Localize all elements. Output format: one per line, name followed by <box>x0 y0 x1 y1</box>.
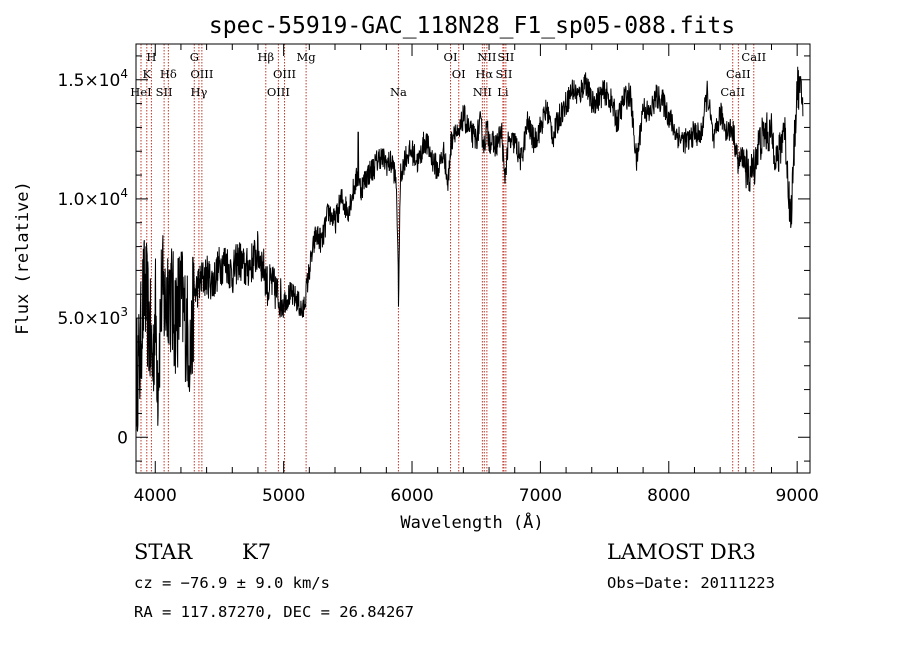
x-axis: 4000 5000 6000 7000 8000 9000 <box>134 44 819 506</box>
object-type: STAR <box>134 540 193 564</box>
y-tick-label: 1.5×104 <box>57 67 128 91</box>
spectrum-line <box>135 66 804 432</box>
obs-date-readout: Obs−Date: 20111223 <box>607 574 775 592</box>
spectrum-layer <box>135 66 804 432</box>
x-tick-label: 7000 <box>519 486 562 506</box>
line-marker-label: G <box>190 50 199 64</box>
x-tick-label: 8000 <box>647 486 690 506</box>
x-tick-label: 5000 <box>262 486 305 506</box>
coordinates-readout: RA = 117.87270, DEC = 26.84267 <box>134 603 414 621</box>
line-marker-label: OI <box>444 50 458 64</box>
y-tick-label: 5.0×103 <box>57 305 128 329</box>
line-marker-label: Hα <box>475 67 493 81</box>
line-marker-label: OIII <box>273 67 296 81</box>
spectral-subclass: K7 <box>242 540 272 564</box>
chart-title: spec-55919-GAC_118N28_F1_sp05-088.fits <box>209 13 735 39</box>
x-tick-label: 9000 <box>776 486 819 506</box>
line-marker-label: Hβ <box>257 50 274 64</box>
x-tick-label: 6000 <box>390 486 433 506</box>
y-axis-label: Flux (relative) <box>13 181 33 335</box>
x-tick-label: 4000 <box>134 486 177 506</box>
line-marker-label: Hδ <box>160 67 177 81</box>
survey-name: LAMOST DR3 <box>607 540 756 564</box>
line-marker-label: OIII <box>190 67 213 81</box>
line-marker-label: CaII <box>726 67 751 81</box>
redshift-readout: cz = −76.9 ± 9.0 km/s <box>134 574 330 592</box>
line-marker-label: OI <box>452 67 466 81</box>
y-axis: 0 5.0×103 1.0×104 1.5×104 <box>57 55 810 462</box>
line-marker-label: SII <box>497 50 514 64</box>
line-marker-label: HeI <box>130 85 151 99</box>
y-tick-label: 1.0×104 <box>57 186 128 210</box>
x-axis-label: Wavelength (Å) <box>400 511 543 533</box>
line-marker-label: H <box>146 50 156 64</box>
plot-frame <box>135 43 811 474</box>
line-marker-label: Li <box>497 85 509 99</box>
line-marker-label: Na <box>390 85 407 99</box>
line-marker-label: NII <box>473 85 492 99</box>
line-marker-label: NII <box>477 50 496 64</box>
line-marker-label: OIII <box>267 85 290 99</box>
line-marker-label: SII <box>495 67 512 81</box>
line-marker-label: Hγ <box>190 85 207 99</box>
y-tick-label: 0 <box>117 428 128 448</box>
line-marker-label: SII <box>156 85 173 99</box>
line-marker-label: K <box>142 67 151 81</box>
line-marker-label: CaII <box>720 85 745 99</box>
line-marker-layer: HeIKHSIIHδGHγOIIIHβOIIIOIIIMgNaOIOINIIHα… <box>130 44 766 473</box>
line-marker-label: CaII <box>741 50 766 64</box>
line-marker-label: Mg <box>297 50 317 64</box>
